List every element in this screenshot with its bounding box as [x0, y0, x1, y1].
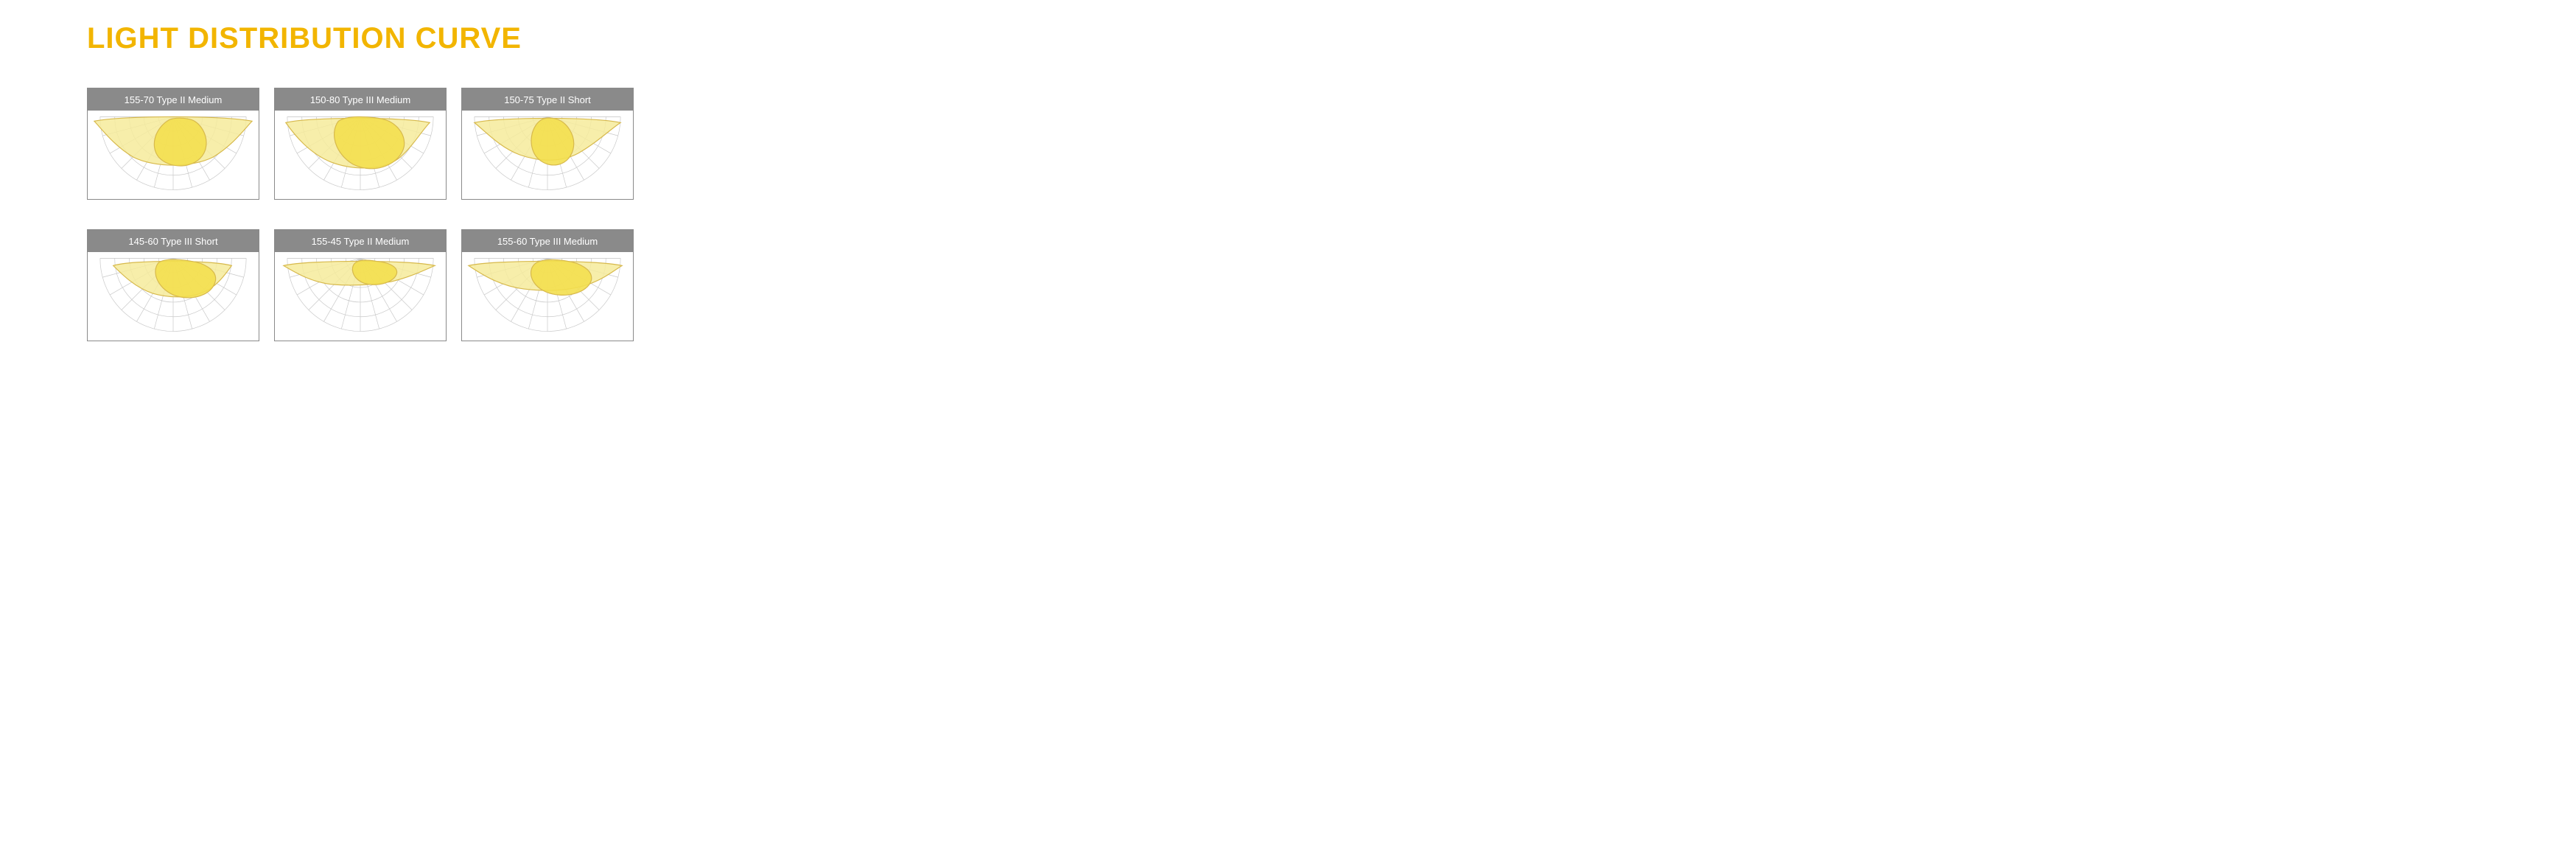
card-body	[275, 111, 446, 199]
card-body	[462, 252, 633, 341]
distribution-card: 155-45 Type II Medium	[274, 229, 447, 341]
polar-chart	[275, 252, 446, 341]
card-header: 150-75 Type II Short	[462, 88, 633, 111]
card-header: 155-60 Type III Medium	[462, 230, 633, 252]
card-header: 150-80 Type III Medium	[275, 88, 446, 111]
polar-chart	[462, 111, 633, 199]
distribution-card: 150-75 Type II Short	[461, 88, 634, 200]
card-body	[88, 111, 259, 199]
card-header: 155-70 Type II Medium	[88, 88, 259, 111]
card-body	[462, 111, 633, 199]
curve-dark	[154, 118, 206, 166]
page-title: LIGHT DISTRIBUTION CURVE	[87, 22, 2576, 55]
polar-chart	[275, 111, 446, 199]
distribution-card: 145-60 Type III Short	[87, 229, 259, 341]
distribution-grid: 155-70 Type II Medium 150-80 Type III Me…	[87, 88, 2576, 341]
distribution-card: 155-70 Type II Medium	[87, 88, 259, 200]
distribution-card: 150-80 Type III Medium	[274, 88, 447, 200]
polar-chart	[462, 252, 633, 341]
polar-chart	[88, 252, 259, 341]
distribution-card: 155-60 Type III Medium	[461, 229, 634, 341]
polar-chart	[88, 111, 259, 199]
card-body	[88, 252, 259, 341]
card-header: 145-60 Type III Short	[88, 230, 259, 252]
card-header: 155-45 Type II Medium	[275, 230, 446, 252]
card-body	[275, 252, 446, 341]
